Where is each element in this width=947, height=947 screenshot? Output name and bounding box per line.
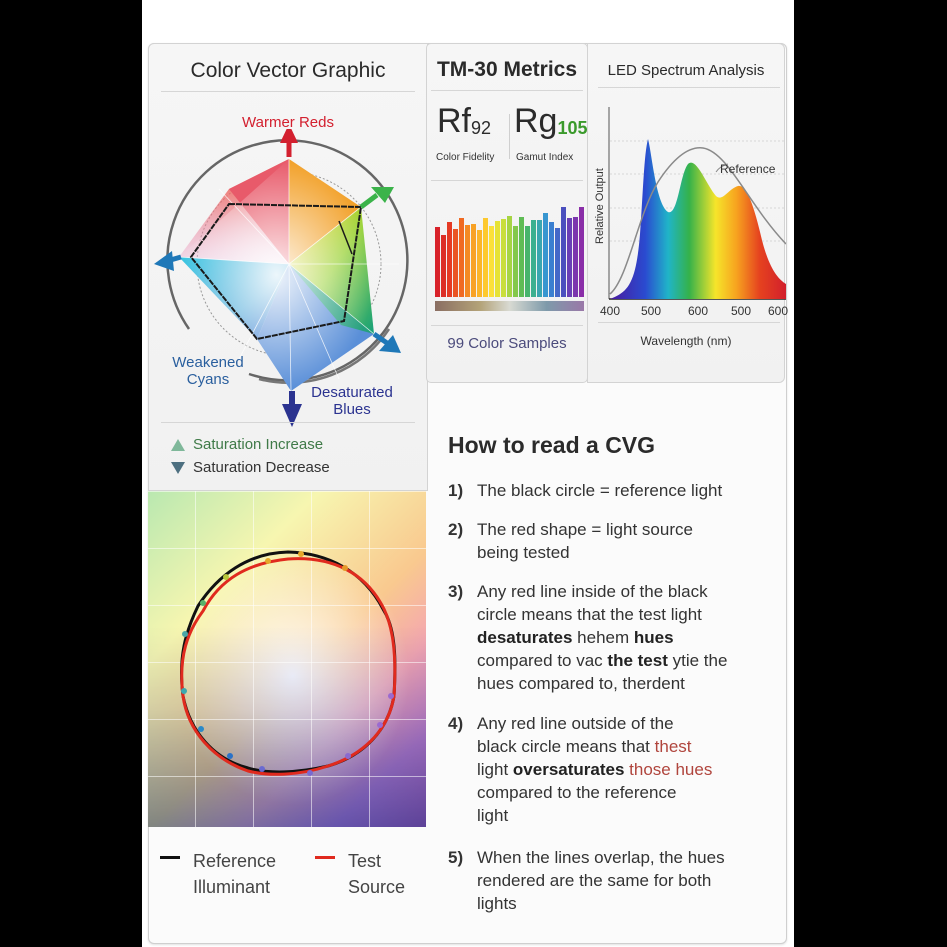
divider [431,90,583,91]
led-spectrum-chart [608,107,786,300]
x-axis-label: Wavelength (nm) [640,334,732,348]
legend-text: Illuminant [193,877,271,897]
divider [161,422,415,423]
y-axis-label: Relative Output [594,168,606,244]
reference-label: Reference [720,162,776,176]
step-number: 1) [448,481,464,500]
step-text: Any red line inside of the black circle … [477,580,777,695]
rg-metric: Rg105 [514,102,588,141]
x-tick: 600 [688,304,709,318]
text-span: compared to vac [477,651,608,670]
legend-saturation-increase: Saturation Increase [171,436,323,453]
step-line: When the lines overlap, the hues [477,848,725,867]
step-line: compared to the reference [477,783,677,802]
led-title: LED Spectrum Analysis [607,62,765,79]
step-line: desaturates hehem hues [477,626,777,649]
divider [431,325,583,326]
label-line: Blues [333,401,371,418]
label-line: Desaturated [311,384,393,401]
legend-saturation-decrease: Saturation Decrease [171,459,330,476]
test-line-swatch [315,856,335,859]
text-span: ytie the [667,651,728,670]
rf-metric: Rf92 [437,102,491,141]
rg-symbol: Rg [514,102,558,140]
step-line: hues compared to, therdent [477,674,685,693]
divider [161,91,415,92]
text-span: those hues [624,760,713,779]
emphasis: oversaturates [512,760,625,779]
legend-reference-illuminant: Reference Illuminant [193,848,276,900]
step-line: compared to vac the test ytie the [477,649,777,672]
step-text: The black circle = reference light [477,481,723,500]
step-text: Any red line outside of the black circle… [477,712,777,827]
reference-line-swatch [160,856,180,859]
cvg-diagram [154,129,409,427]
label-line: Cyans [186,371,230,388]
x-tick: 500 [641,304,662,318]
x-tick: 500 [731,304,752,318]
led-spectrum-panel: LED Spectrum Analysis Relative Output Re… [587,43,789,383]
emphasis: hues [633,628,674,647]
step-line: The red shape = light source [477,520,693,539]
divider [598,87,780,88]
text-span: thest [654,737,692,756]
divider [431,180,583,181]
rf-caption: Color Fidelity [436,152,495,163]
step-line: light [477,806,509,825]
legend-label: Saturation Decrease [193,459,330,476]
legend-text: Test [348,851,382,871]
x-tick: 600 [768,304,789,318]
rf-symbol: Rf [437,102,471,140]
text-span: hehem [572,628,634,647]
triangle-up-icon [171,439,185,452]
step-number: 5) [448,848,464,867]
triangle-down-icon [171,462,185,475]
x-tick: 400 [600,304,621,318]
emphasis: desaturates [477,628,573,647]
step-line: rendered are the same for both [477,871,712,890]
rf-value: 92 [471,118,492,138]
step-line: being tested [477,543,570,562]
color-vector-field [148,491,426,827]
rg-caption: Gamut Index [516,152,574,163]
legend-text: Source [348,877,406,897]
metric-divider [509,114,510,159]
step-text: The red shape = light source being teste… [477,518,777,564]
step-line: Any red line inside of the black [477,582,708,601]
rg-value: 105 [557,118,588,138]
cvg-circle-plot [179,550,397,776]
step-line: circle means that the test light [477,605,702,624]
step-number: 3) [448,582,464,601]
color-vector-graphic-panel: Color Vector Graphic Warmer Reds [148,43,428,491]
tm30-title: TM-30 Metrics [436,58,578,81]
text-span: black circle means that [477,737,655,756]
legend-label: Saturation Increase [193,436,324,453]
legend-text: Reference [193,851,277,871]
step-text: When the lines overlap, the hues rendere… [477,846,777,915]
legend-test-source: Test Source [348,848,405,900]
step-number: 4) [448,714,464,733]
label-desaturated-blues: Desaturated Blues [297,384,407,418]
color-samples-bar-chart [435,207,584,311]
step-line: black circle means that thest [477,735,777,758]
divider [598,322,780,323]
cvg-title: Color Vector Graphic [190,59,386,82]
color-samples-label: 99 Color Samples [447,335,567,352]
label-warmer-reds: Warmer Reds [242,114,334,131]
step-number: 2) [448,520,464,539]
text-span: light [477,760,513,779]
howto-title: How to read a CVG [448,432,656,458]
step-line: lights [477,894,517,913]
emphasis: the test [607,651,668,670]
label-weakened-cyans: Weakened Cyans [163,354,253,388]
step-line: Any red line outside of the [477,714,674,733]
label-line: Weakened [172,354,244,371]
tm30-metrics-panel: TM-30 Metrics Rf92 Rg105 Color Fidelity … [426,43,588,383]
step-line: light oversaturates those hues [477,758,777,781]
